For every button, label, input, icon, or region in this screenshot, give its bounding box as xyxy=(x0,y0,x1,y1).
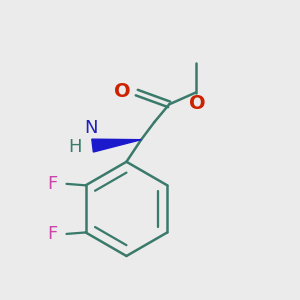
Text: F: F xyxy=(47,225,58,243)
Text: N: N xyxy=(84,119,98,137)
Text: O: O xyxy=(189,94,206,113)
Text: F: F xyxy=(47,175,58,193)
Text: O: O xyxy=(114,82,130,101)
Text: H: H xyxy=(68,138,81,156)
Polygon shape xyxy=(92,139,141,152)
